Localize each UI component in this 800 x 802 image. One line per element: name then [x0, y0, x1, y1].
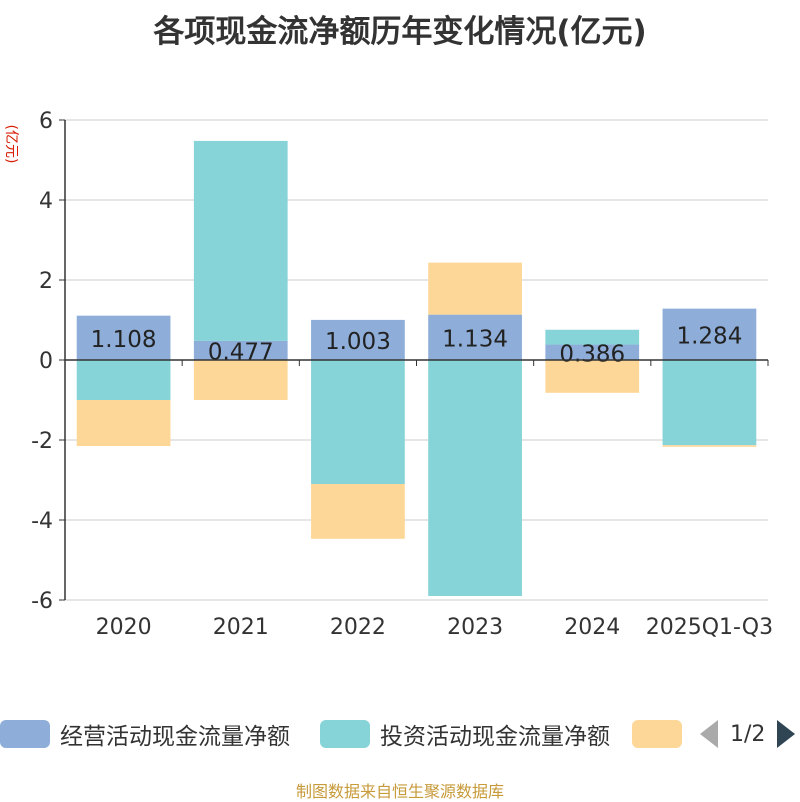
bar-financing-2024: [545, 360, 640, 393]
x-tick-label: 2024: [564, 615, 620, 640]
legend-label-operating: 经营活动现金流量净额: [60, 724, 290, 750]
legend-pager: 1/2: [700, 716, 796, 752]
legend-page-indicator: 1/2: [730, 721, 766, 747]
y-tick-label: -2: [31, 429, 53, 454]
x-tick-label: 2023: [447, 615, 503, 640]
x-tick-label: 2020: [96, 615, 152, 640]
legend-label-investing: 投资活动现金流量净额: [380, 724, 610, 750]
y-tick-label: 4: [39, 189, 53, 214]
legend-prev-page-icon[interactable]: [700, 720, 718, 748]
data-label-operating: 1.134: [442, 326, 508, 352]
bar-investing-2023: [428, 360, 522, 596]
legend-next-page-icon[interactable]: [777, 720, 796, 748]
bar-investing-2022: [311, 360, 405, 484]
y-tick-label: -6: [31, 589, 53, 614]
legend-swatch-investing: [320, 720, 370, 748]
legend-swatch-financing: [632, 720, 682, 748]
bar-investing-2020: [76, 360, 171, 400]
y-tick-label: 0: [39, 349, 53, 374]
bar-operating-2022: [311, 319, 405, 360]
data-label-operating: 1.284: [676, 323, 742, 349]
x-tick-label: 2025Q1-Q3: [646, 615, 773, 640]
legend-item-operating[interactable]: 经营活动现金流量净额: [0, 716, 290, 752]
bar-investing-2024: [545, 329, 640, 345]
data-label-operating: 1.108: [91, 327, 157, 353]
bar-operating-2025Q1-Q3: [662, 308, 757, 360]
x-tick-label: 2022: [330, 615, 386, 640]
bar-financing-2022: [311, 484, 405, 539]
y-tick-label: 6: [39, 109, 53, 134]
data-source-footer: 制图数据来自恒生聚源数据库: [295, 782, 504, 801]
bar-financing-2025Q1-Q3: [662, 445, 757, 447]
chart-title: 各项现金流净额历年变化情况(亿元): [153, 14, 647, 50]
bar-financing-2021: [193, 360, 288, 400]
bar-operating-2021: [193, 340, 288, 360]
bar-operating-2024: [545, 344, 640, 360]
bar-investing-2025Q1-Q3: [662, 360, 757, 446]
y-tick-label: -4: [31, 509, 53, 534]
legend-item-investing[interactable]: 投资活动现金流量净额: [320, 716, 610, 752]
bar-operating-2020: [76, 315, 171, 360]
data-label-operating: 0.386: [559, 341, 625, 367]
x-tick-label: 2021: [213, 615, 269, 640]
data-label-operating: 0.477: [208, 339, 274, 365]
bar-financing-2020: [76, 400, 171, 446]
data-label-operating: 1.003: [325, 329, 391, 355]
bar-operating-2023: [428, 314, 522, 360]
bar-financing-2023: [428, 262, 522, 315]
cashflow-chart: 6 4 2 0 -2 -4 -6 1.108 0.477 1.003 1.134 0.386 1.284…: [31, 109, 773, 640]
y-tick-label: 2: [39, 269, 53, 294]
bar-investing-2021: [193, 140, 288, 341]
legend: 经营活动现金流量净额 投资活动现金流量净额: [0, 716, 800, 752]
legend-item-financing[interactable]: [632, 716, 682, 752]
legend-swatch-operating: [0, 720, 50, 748]
